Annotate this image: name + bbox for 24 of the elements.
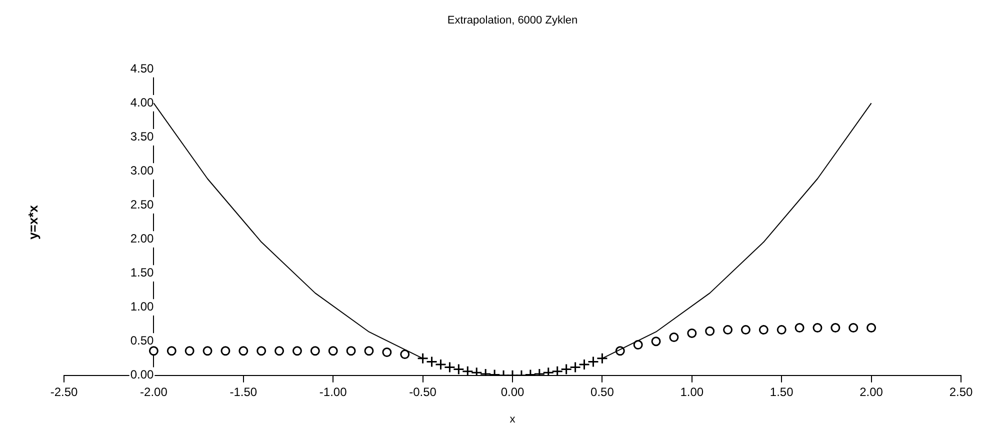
- y-tick-label: 0.00: [130, 368, 154, 382]
- x-tick-label: 0.00: [500, 384, 524, 399]
- y-tick-label: 4.00: [130, 96, 154, 110]
- x-tick-label: -1.00: [319, 384, 348, 399]
- x-tick-label: 1.00: [680, 384, 704, 399]
- y-tick-label: 4.50: [130, 62, 154, 76]
- x-tick-label: 1.50: [770, 384, 794, 399]
- y-tick-label: 0.50: [130, 334, 154, 348]
- y-tick-label: 3.50: [130, 130, 154, 144]
- x-tick-label: 0.50: [590, 384, 614, 399]
- chart-title: Extrapolation, 6000 Zyklen: [447, 14, 578, 27]
- x-tick-label: -0.50: [409, 384, 437, 399]
- x-tick-label: -2.00: [140, 384, 168, 399]
- x-tick-label: 2.50: [949, 384, 973, 399]
- x-tick-label: -1.50: [230, 384, 258, 399]
- y-tick-label: 3.00: [130, 164, 154, 178]
- y-tick-label: 1.50: [130, 266, 154, 280]
- y-tick-label: 2.50: [130, 198, 154, 212]
- x-axis-title: x: [510, 413, 516, 426]
- x-tick-label: 2.00: [860, 384, 884, 399]
- y-tick-label: 1.00: [130, 300, 154, 314]
- y-axis-title: y=x*x: [26, 204, 41, 240]
- x-tick-label: -2.50: [50, 384, 78, 399]
- y-tick-label: 2.00: [130, 232, 154, 246]
